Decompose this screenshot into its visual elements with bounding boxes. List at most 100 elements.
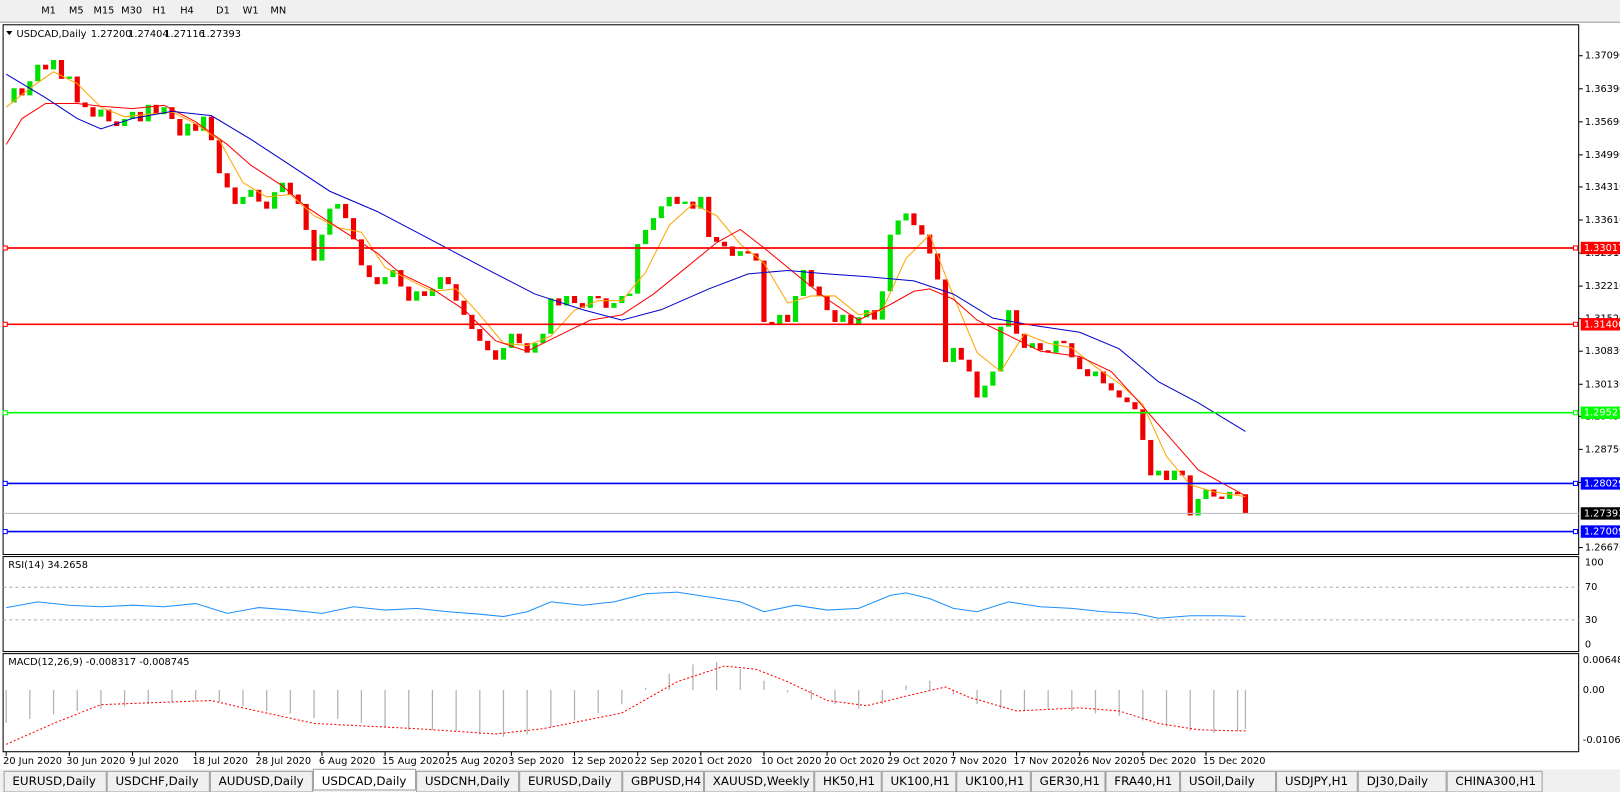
tab[interactable] — [209, 770, 313, 792]
tab-label[interactable]: USDCNH,Daily — [425, 774, 510, 788]
tab[interactable] — [881, 770, 957, 792]
level-handle[interactable] — [1572, 528, 1579, 535]
tab[interactable] — [703, 770, 815, 792]
candle — [421, 291, 428, 296]
candle — [437, 277, 443, 289]
x-tick-label: 3 Sep 2020 — [508, 756, 564, 767]
timeframe-button[interactable]: H4 — [180, 5, 194, 16]
candle — [122, 118, 128, 127]
rsi-tick-label: 70 — [1585, 582, 1597, 593]
tab-label[interactable]: DJ30,Daily — [1367, 774, 1429, 788]
candle — [185, 123, 191, 136]
macd-bar — [218, 690, 220, 702]
candle — [911, 213, 917, 226]
tab-label[interactable]: USDCHF,Daily — [116, 774, 199, 788]
macd-bar — [408, 690, 410, 730]
candle — [587, 295, 593, 308]
level-handle[interactable] — [2, 528, 8, 535]
tab-label[interactable]: FRA40,H1 — [1114, 774, 1172, 788]
x-tick-label: 7 Nov 2020 — [950, 756, 1007, 767]
macd-bar — [1047, 690, 1049, 709]
candle — [343, 203, 349, 219]
tab-label[interactable]: EURUSD,Daily — [12, 774, 96, 788]
tab[interactable] — [1180, 770, 1277, 792]
candle — [1092, 371, 1099, 377]
macd-bar — [266, 690, 268, 712]
candle — [327, 208, 333, 235]
tab-label[interactable]: EURUSD,Daily — [528, 774, 612, 788]
tab-label[interactable]: UK100,H1 — [965, 774, 1024, 788]
tab-label[interactable]: XAUUSD,Weekly — [713, 774, 810, 788]
candle — [816, 286, 822, 296]
candle — [1219, 496, 1225, 499]
timeframe-button[interactable]: D1 — [216, 5, 230, 16]
macd-bar — [976, 690, 978, 705]
timeframe-button[interactable]: MN — [270, 5, 286, 16]
y-tick-label: 1.35690 — [1585, 117, 1620, 128]
tab[interactable] — [106, 770, 210, 792]
tab[interactable] — [3, 770, 107, 792]
price-tag — [1580, 241, 1620, 255]
level-handle[interactable] — [2, 410, 8, 416]
timeframe-button[interactable]: M1 — [41, 5, 56, 16]
candle — [193, 123, 199, 131]
level-handle[interactable] — [2, 321, 8, 327]
tab[interactable] — [814, 770, 882, 792]
candle — [571, 295, 578, 304]
macd-panel — [2, 653, 1580, 753]
candle — [161, 107, 167, 115]
level-handle[interactable] — [1572, 245, 1579, 251]
level-handle[interactable] — [1572, 410, 1579, 416]
level-handle[interactable] — [2, 480, 8, 487]
y-tick-label: 1.33610 — [1585, 215, 1620, 226]
tab-label[interactable]: GER30,H1 — [1040, 774, 1100, 788]
macd-bar — [787, 690, 789, 693]
macd-bar — [76, 690, 78, 712]
candle — [508, 333, 514, 348]
candle — [871, 310, 878, 320]
tab[interactable] — [1446, 770, 1543, 792]
tab[interactable] — [416, 770, 520, 792]
tab[interactable] — [956, 770, 1031, 792]
candle — [200, 116, 207, 131]
timeframe-button[interactable]: W1 — [243, 5, 259, 16]
timeframe-button[interactable]: H1 — [153, 5, 167, 16]
x-tick-label: 15 Aug 2020 — [382, 756, 445, 767]
level-handle[interactable] — [1572, 321, 1579, 327]
tab[interactable] — [1030, 770, 1106, 792]
tab-label[interactable]: GBPUSD,H4 — [631, 774, 701, 788]
tab-label[interactable]: AUDUSD,Daily — [219, 774, 304, 788]
tab[interactable] — [312, 768, 417, 791]
timeframe-button[interactable]: M30 — [121, 5, 142, 16]
tab-label[interactable]: HK50,H1 — [823, 774, 875, 788]
candle — [169, 107, 175, 119]
level-handle[interactable] — [1572, 480, 1579, 487]
macd-bar — [123, 690, 126, 707]
tab-label[interactable]: CHINA300,H1 — [1455, 774, 1536, 788]
tab[interactable] — [519, 770, 623, 792]
x-tick-label: 20 Jun 2020 — [3, 756, 62, 767]
y-tick-label: 1.26670 — [1585, 543, 1620, 554]
tab[interactable] — [622, 770, 704, 792]
tab-label[interactable]: USOil,Daily — [1189, 774, 1255, 788]
timeframe-button[interactable]: M5 — [69, 5, 84, 16]
candle — [832, 310, 838, 322]
tab-label[interactable]: USDJPY,H1 — [1285, 774, 1348, 788]
candle — [358, 239, 364, 266]
x-tick-label: 17 Nov 2020 — [1013, 756, 1076, 767]
x-tick-label: 20 Oct 2020 — [824, 756, 885, 767]
candle — [335, 203, 341, 209]
level-handle[interactable] — [2, 245, 8, 251]
moving-average — [5, 102, 1246, 497]
candle — [1100, 371, 1106, 384]
x-tick-label: 28 Jul 2020 — [256, 756, 311, 767]
tab[interactable] — [1276, 770, 1358, 792]
candle — [1124, 397, 1130, 403]
candle — [382, 277, 388, 285]
tab-label[interactable]: USDCAD,Daily — [322, 774, 407, 788]
candle — [824, 295, 830, 311]
tab-label[interactable]: UK100,H1 — [890, 774, 949, 788]
tab[interactable] — [1105, 770, 1181, 792]
tab[interactable] — [1357, 770, 1447, 792]
timeframe-button[interactable]: M15 — [93, 5, 114, 16]
